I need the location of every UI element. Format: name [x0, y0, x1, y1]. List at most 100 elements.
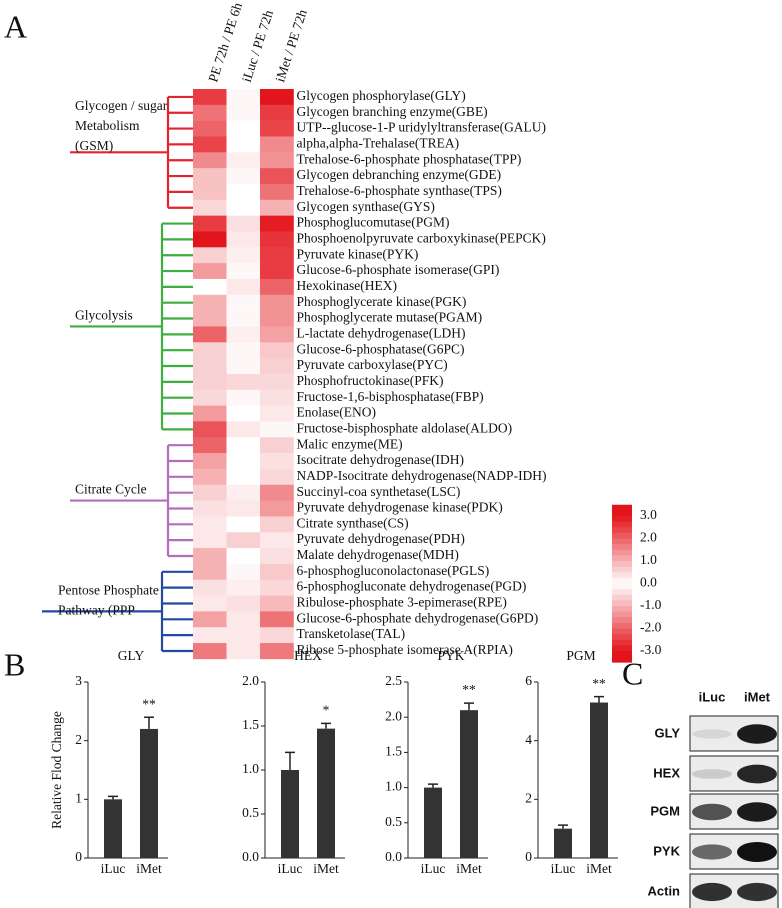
- heat-cell: [260, 120, 294, 137]
- x-tick-label: iMet: [456, 861, 482, 876]
- heat-cell: [193, 468, 227, 486]
- row-label: L-lactate dehydrogenase(LDH): [297, 325, 466, 340]
- row-label: Enolase(ENO): [297, 405, 376, 420]
- colorbar-step: [612, 628, 632, 635]
- heat-cell: [193, 437, 227, 454]
- colorbar-step: [612, 566, 632, 573]
- colorbar-step: [612, 577, 632, 584]
- row-label: Pyruvate kinase(PYK): [297, 246, 419, 261]
- heat-cell: [193, 278, 227, 296]
- colorbar-step: [612, 516, 632, 522]
- row-label: Pyruvate dehydrogenase kinase(PDK): [297, 500, 503, 515]
- heat-cell: [226, 294, 261, 311]
- group-label: Pathway (PPP: [58, 602, 135, 617]
- heat-cell: [193, 231, 227, 248]
- blot-band: [692, 844, 732, 860]
- heat-cell: [260, 373, 294, 391]
- colorbar-step: [612, 572, 632, 579]
- bar: [460, 710, 478, 858]
- column-label: iMet / PE 72h: [272, 7, 310, 84]
- colorbar-step: [612, 583, 632, 590]
- x-tick-label: iMet: [313, 861, 339, 876]
- heat-cell: [226, 231, 261, 248]
- y-tick-label: 0: [75, 849, 82, 864]
- heat-cell: [193, 484, 227, 501]
- heat-cell: [193, 579, 227, 596]
- blot-band: [692, 769, 732, 779]
- heat-cell: [226, 405, 261, 422]
- heat-cell: [193, 595, 227, 612]
- heat-cell: [193, 104, 227, 121]
- row-label: Trehalose-6-phosphate phosphatase(TPP): [297, 151, 522, 166]
- heat-cell: [226, 342, 261, 359]
- heat-cell: [193, 516, 227, 533]
- error-bar: [285, 751, 295, 770]
- y-tick-label: 2.0: [385, 708, 402, 723]
- group-label: Citrate Cycle: [75, 482, 147, 497]
- heat-cell: [193, 326, 227, 343]
- heat-cell: [260, 579, 294, 596]
- heat-cell: [260, 405, 294, 422]
- heat-cell: [226, 136, 261, 153]
- heat-cell: [260, 358, 294, 375]
- heat-cell: [226, 437, 261, 454]
- heat-cell: [193, 421, 227, 438]
- heat-cell: [193, 152, 227, 169]
- y-tick-label: 4: [525, 732, 532, 747]
- colorbar-step: [612, 504, 632, 511]
- y-tick-label: 1.0: [242, 761, 259, 776]
- row-label: Fructose-1,6-bisphosphatase(FBP): [297, 389, 484, 404]
- heat-cell: [226, 247, 261, 264]
- heat-cell: [226, 373, 261, 391]
- heat-cell: [226, 389, 261, 406]
- heat-cell: [260, 342, 294, 359]
- row-label: Phosphoenolpyruvate carboxykinase(PEPCK): [297, 230, 546, 245]
- heat-cell: [193, 136, 227, 153]
- heat-cell: [193, 310, 227, 327]
- heat-cell: [226, 548, 261, 565]
- heat-cell: [193, 199, 227, 216]
- colorbar-step: [612, 532, 632, 539]
- heat-cell: [260, 500, 294, 517]
- group-label: Glycolysis: [75, 308, 133, 323]
- row-label: Phosphoglycerate kinase(PGK): [297, 294, 467, 309]
- blot-band: [737, 802, 777, 822]
- colorbar-step: [612, 510, 632, 517]
- row-label: 6-phosphogluconate dehydrogenase(PGD): [297, 579, 527, 594]
- row-label: Isocitrate dehydrogenase(IDH): [297, 452, 465, 467]
- colorbar-step: [612, 645, 632, 652]
- heat-cell: [260, 421, 294, 438]
- row-label: Transketolase(TAL): [297, 626, 406, 641]
- y-tick-label: 1.5: [242, 717, 259, 732]
- bar: [317, 728, 335, 858]
- heat-cell: [260, 326, 294, 343]
- colorbar-step: [612, 544, 632, 551]
- colorbar-step: [612, 527, 632, 534]
- blot-column-label: iLuc: [699, 689, 726, 704]
- colorbar-step: [612, 634, 632, 641]
- colorbar-step: [612, 622, 632, 629]
- heat-cell: [193, 342, 227, 359]
- row-label: Ribose 5-phosphate isomerase A(RPIA): [297, 642, 513, 657]
- colorbar-step: [612, 594, 632, 601]
- row-label: Malate dehydrogenase(MDH): [297, 547, 459, 562]
- row-label: NADP-Isocitrate dehydrogenase(NADP-IDH): [297, 468, 547, 483]
- heat-cell: [260, 516, 294, 533]
- y-axis-label: Relative Flod Change: [49, 711, 64, 829]
- group-label: Glycogen / sugar: [75, 98, 168, 113]
- heat-cell: [226, 627, 261, 644]
- group-label: (GSM): [75, 138, 113, 153]
- panel-label: C: [622, 655, 643, 691]
- x-tick-label: iLuc: [101, 861, 126, 876]
- blot-band: [737, 724, 777, 744]
- blot-band: [737, 882, 777, 902]
- group-label: Metabolism: [75, 118, 140, 133]
- heat-cell: [193, 168, 227, 185]
- row-label: Glycogen synthase(GYS): [297, 199, 435, 214]
- error-bar: [558, 824, 568, 829]
- bar: [281, 770, 299, 858]
- y-tick-label: 3: [75, 673, 82, 688]
- heat-cell: [193, 373, 227, 391]
- chart-title: HEX: [294, 648, 322, 663]
- heat-cell: [260, 437, 294, 454]
